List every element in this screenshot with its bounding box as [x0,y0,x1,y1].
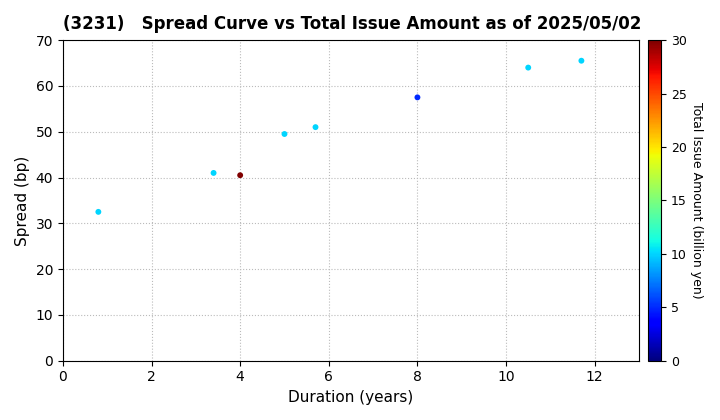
Point [208,170,220,176]
Point [93,208,104,215]
Y-axis label: Spread (bp): Spread (bp) [15,155,30,246]
Point [575,58,587,64]
Point [279,131,290,137]
Point [235,172,246,178]
Text: (3231)   Spread Curve vs Total Issue Amount as of 2025/05/02: (3231) Spread Curve vs Total Issue Amoun… [63,15,642,33]
Point [523,64,534,71]
Point [412,94,423,101]
Point [310,124,321,131]
X-axis label: Duration (years): Duration (years) [288,390,413,405]
Y-axis label: Total Issue Amount (billion yen): Total Issue Amount (billion yen) [690,102,703,299]
